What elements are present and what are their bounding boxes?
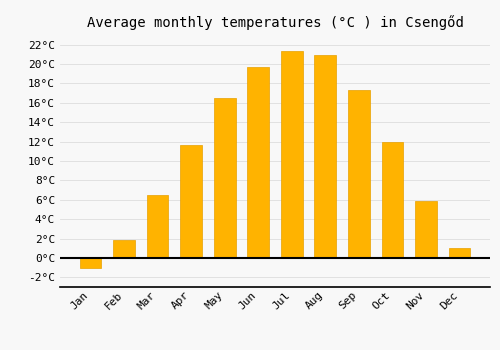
Bar [415,201,437,258]
Title: Average monthly temperatures (°C ) in Csengőd: Average monthly temperatures (°C ) in Cs… [86,15,464,30]
Bar [248,67,269,258]
Bar [314,55,336,258]
Bar [180,145,202,258]
Bar [146,195,169,258]
Bar [382,142,404,258]
Bar [113,240,135,258]
Bar [80,258,102,268]
Bar [214,98,236,258]
Bar [348,90,370,258]
Bar [448,248,470,258]
Bar [281,51,302,258]
